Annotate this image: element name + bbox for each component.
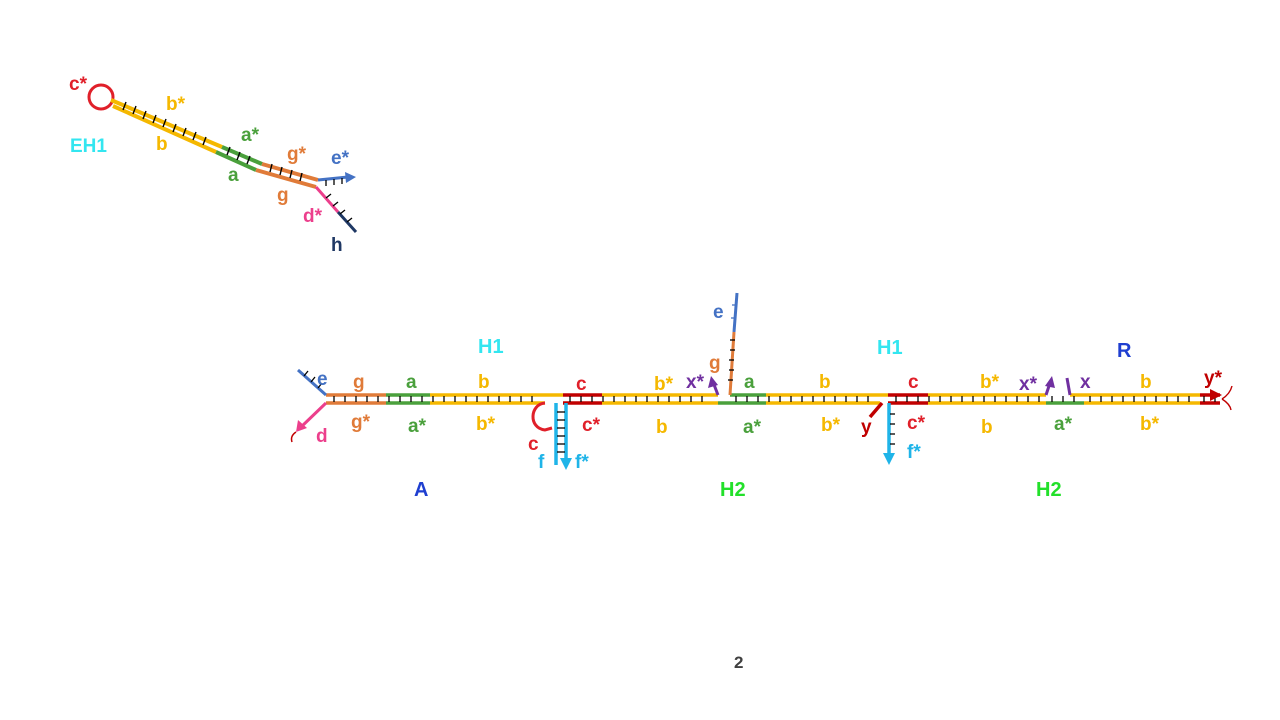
label-c2: c: [908, 372, 919, 393]
name-a: A: [414, 479, 428, 501]
label-bs-low1: b*: [476, 414, 496, 435]
label-as3: a*: [1054, 414, 1073, 435]
label-bs-low2: b*: [821, 415, 841, 436]
eh1-structure: c* b* b a* a g* g e* d* h EH1: [69, 74, 358, 256]
label-a2: a: [744, 372, 755, 393]
middle-arm-ticks: [728, 339, 735, 381]
eh1-label-g: g: [277, 185, 289, 206]
label-b-low1: b: [656, 417, 668, 438]
eh1-strand-b-star: [110, 98, 223, 149]
left-d-arm: [298, 401, 328, 430]
label-y: y: [861, 417, 872, 438]
label-e2: e: [713, 302, 724, 323]
label-gs: g*: [351, 412, 371, 433]
eh1-strand-g: [255, 168, 317, 189]
left-d-hook: [290, 431, 297, 443]
eh1-label-h: h: [331, 235, 343, 256]
left-d-arrowhead: [296, 420, 307, 432]
eh1-loop-c-star: [87, 83, 115, 111]
label-cs2: c*: [907, 413, 926, 434]
eh1-label-a-star: a*: [241, 125, 260, 146]
f-star-arrowhead-2: [883, 453, 895, 465]
label-c-low: c: [528, 434, 539, 455]
label-d: d: [316, 426, 328, 447]
eh1-label-a: a: [228, 165, 239, 186]
eh1-label-b: b: [156, 134, 168, 155]
middle-g-arm: [728, 331, 736, 396]
label-bs-low3: b*: [1140, 414, 1160, 435]
c-loop: [531, 401, 553, 432]
label-cs1: c*: [582, 415, 601, 436]
label-a1: a: [406, 372, 417, 393]
eh1-e-star-arrowhead: [345, 172, 356, 183]
x-star-arrowhead-2: [1045, 376, 1055, 388]
x-star-arrowhead-1: [708, 376, 718, 388]
label-e1: e: [317, 369, 328, 390]
eh1-label-b-star: b*: [166, 94, 186, 115]
label-b2: b: [819, 372, 831, 393]
label-bs1: b*: [654, 374, 674, 395]
f-star-ticks-2: [890, 413, 895, 445]
x-stub: [1065, 377, 1072, 396]
label-bs2: b*: [980, 372, 1000, 393]
label-as1: a*: [408, 416, 427, 437]
label-b1: b: [478, 372, 490, 393]
label-f: f: [538, 452, 545, 473]
name-h1-right: H1: [877, 337, 903, 359]
eh1-e-star-ticks: [325, 178, 343, 186]
name-h1-left: H1: [478, 336, 504, 358]
middle-e-ticks: [731, 304, 737, 319]
label-fs1: f*: [575, 452, 589, 473]
eh1-strand-a: [215, 150, 257, 172]
name-r: R: [1117, 340, 1132, 362]
eh1-base-pairs: [122, 101, 303, 182]
eh1-label-d-star: d*: [303, 206, 323, 227]
label-xs2: x*: [1019, 374, 1038, 395]
eh1-e-star-arm: [317, 175, 349, 182]
right-end-hook: [1221, 385, 1233, 411]
left-e-arm: [297, 368, 327, 397]
label-g2: g: [709, 353, 721, 374]
label-x: x: [1080, 372, 1091, 393]
f-pairs-1: [557, 411, 565, 453]
eh1-label-g-star: g*: [287, 144, 307, 165]
eh1-label-c-star: c*: [69, 74, 88, 95]
label-fs2: f*: [907, 442, 921, 463]
label-b3: b: [1140, 372, 1152, 393]
label-b-low2: b: [981, 417, 993, 438]
y-arm: [868, 401, 884, 419]
eh1-label-e-star: e*: [331, 148, 350, 169]
label-ys: y*: [1204, 368, 1223, 389]
page-number: 2: [734, 653, 743, 672]
right-y-star-arrowhead: [1210, 389, 1222, 401]
name-h2-left: H2: [720, 479, 746, 501]
eh1-d-star-ticks: [325, 193, 353, 223]
eh1-strand-b: [112, 104, 217, 154]
middle-e-arm: [732, 292, 739, 333]
label-g1: g: [353, 372, 365, 393]
eh1-d-star-arm: [314, 186, 340, 213]
complex-base-pairs: [333, 396, 1216, 402]
f-star-arrowhead-1: [560, 458, 572, 470]
eh1-name: EH1: [70, 136, 107, 157]
left-e-ticks: [303, 370, 323, 389]
label-xs1: x*: [686, 372, 705, 393]
label-c1: c: [576, 374, 587, 395]
assembled-complex: e g a b c b* x* e g a b c b* x* x b y* d…: [290, 292, 1233, 501]
label-as2: a*: [743, 417, 762, 438]
name-h2-right: H2: [1036, 479, 1062, 501]
